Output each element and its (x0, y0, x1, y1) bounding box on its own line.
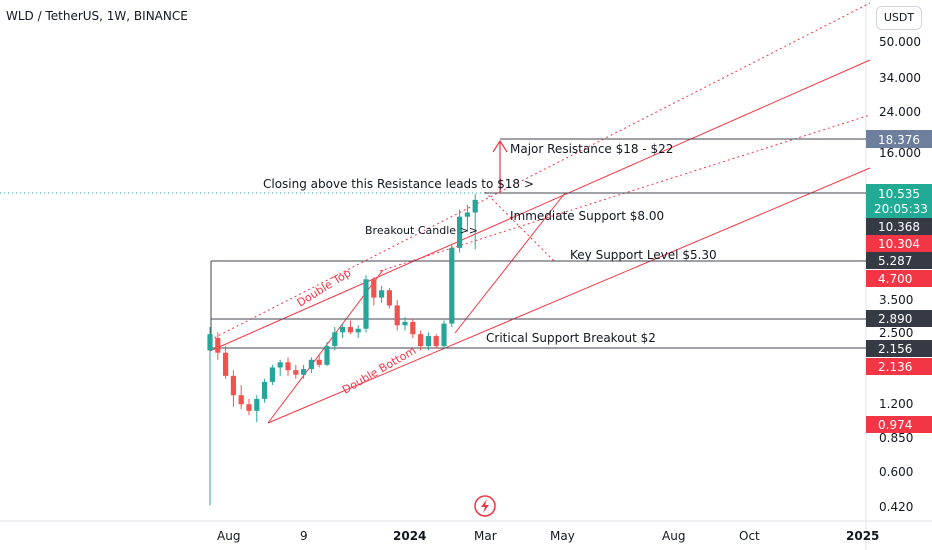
price-tag-text: 10.368 (878, 220, 920, 234)
candle-body (230, 375, 236, 396)
label-double-top: Double Top (295, 266, 354, 309)
candle-body (386, 290, 392, 306)
y-tick: 0.850 (879, 431, 913, 445)
candle-body (418, 334, 424, 347)
price-tag-text: 2.156 (878, 342, 912, 356)
price-tag: 5.287 (866, 252, 932, 269)
candle-body (464, 212, 470, 217)
candle-body (238, 395, 244, 405)
current-price-tag: 10.535 20:05:33 (866, 184, 932, 218)
price-tag: 2.136 (866, 358, 932, 375)
y-tick: 1.200 (879, 397, 913, 411)
price-tag: 2.890 (866, 310, 932, 327)
event-lightning-icon[interactable] (474, 495, 496, 517)
diagonal-from-bottom (454, 192, 566, 334)
candle-body (402, 321, 408, 326)
channel-lower-line (267, 167, 871, 424)
candle-body (433, 336, 439, 347)
candle-body (457, 216, 463, 248)
candle-body (371, 279, 377, 298)
candle-body (425, 336, 431, 347)
y-tick: 34.000 (879, 71, 921, 85)
x-tick: Mar (474, 529, 497, 543)
price-tag-text: 10.535 (878, 187, 920, 201)
candle-body (316, 359, 322, 365)
y-tick: 50.000 (879, 35, 921, 49)
candle-body (301, 369, 307, 375)
label-breakout-candle: Breakout Candle >> (365, 224, 478, 237)
label-immediate-support: Immediate Support $8.00 (510, 209, 664, 223)
price-tag-text: 5.287 (878, 254, 912, 268)
y-tick: 0.600 (879, 465, 913, 479)
candle-body (246, 404, 252, 411)
candle-body (308, 359, 314, 370)
candle-body (215, 337, 221, 353)
x-tick: Oct (739, 529, 760, 543)
candle-body (285, 362, 291, 371)
candle-body (363, 279, 369, 329)
symbol-title: WLD / TetherUS, 1W, BINANCE (6, 9, 188, 23)
candle-body (355, 328, 361, 333)
candle-body (262, 381, 268, 399)
candle-body (254, 398, 260, 411)
label-closing-above: Closing above this Resistance leads to $… (263, 177, 534, 191)
x-tick: Aug (217, 529, 240, 543)
candle-body (449, 247, 455, 324)
price-tag-text: 4.700 (878, 272, 912, 286)
candle-body (410, 321, 416, 335)
candle-body (223, 352, 229, 376)
price-tag: 18.376 (866, 130, 932, 148)
price-tag-text: 10.304 (878, 237, 920, 251)
channel-upper-line (209, 59, 871, 352)
label-critical-support: Critical Support Breakout $2 (486, 331, 656, 345)
label-major-resistance: Major Resistance $18 - $22 (510, 142, 673, 156)
candle-body (394, 305, 400, 326)
y-tick: 24.000 (879, 105, 921, 119)
y-tick: 3.500 (879, 293, 913, 307)
currency-button[interactable]: USDT (876, 6, 922, 30)
candle-body (277, 362, 283, 368)
candles-group (207, 194, 478, 506)
candle-body (347, 326, 353, 333)
price-tag: 2.156 (866, 340, 932, 357)
candle-body (269, 367, 275, 382)
price-tag-text: 0.974 (878, 418, 912, 432)
price-tag: 4.700 (866, 270, 932, 287)
y-tick: 0.420 (879, 500, 913, 514)
channel-upper-dotted (209, 2, 871, 341)
price-tag: 0.974 (866, 416, 932, 433)
x-tick: 2025 (846, 529, 879, 543)
x-tick: May (550, 529, 575, 543)
x-tick: 2024 (393, 529, 426, 543)
x-tick: 9 (300, 529, 308, 543)
countdown-text: 20:05:33 (874, 202, 928, 216)
candle-body (472, 199, 478, 213)
price-tag-text: 2.136 (878, 360, 912, 374)
candle-body (332, 332, 338, 347)
y-tick: 16.000 (879, 146, 921, 160)
candle-body (340, 326, 346, 333)
price-tag-text: 18.376 (878, 133, 920, 147)
x-tick: Aug (662, 529, 685, 543)
y-tick: 2.500 (879, 326, 913, 340)
candle-body (293, 370, 299, 375)
price-tag: 10.304 (866, 235, 932, 252)
candle-body (207, 334, 213, 351)
label-double-bottom: Double Bottom (340, 344, 418, 397)
resistance-arrow-head (492, 139, 508, 153)
candle-body (441, 323, 447, 347)
candle-body (379, 290, 385, 298)
price-tag-text: 2.890 (878, 312, 912, 326)
dotted-projection (484, 191, 556, 263)
label-key-support: Key Support Level $5.30 (570, 248, 717, 262)
price-tag: 10.368 (866, 218, 932, 235)
candle-body (324, 346, 330, 365)
